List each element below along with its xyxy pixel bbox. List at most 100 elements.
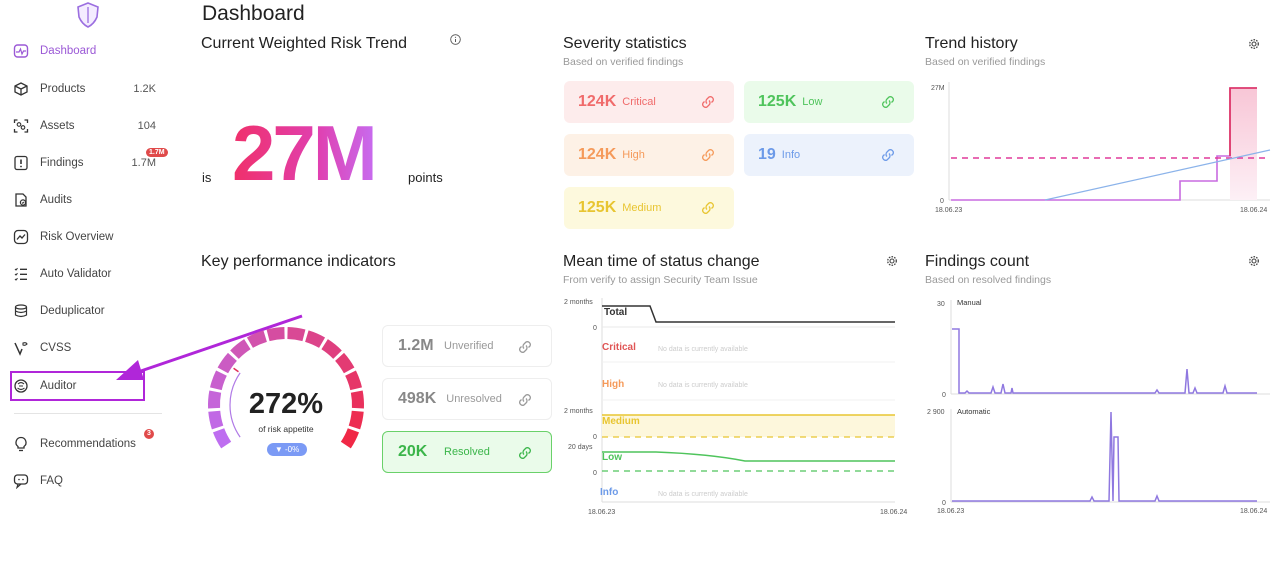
sidebar-item-audits[interactable]: Audits (12, 187, 162, 213)
mean-time-gear-icon[interactable] (886, 255, 898, 267)
findings-count-title: Findings count (925, 253, 1030, 270)
sidebar-item-label: Assets (40, 120, 75, 132)
sidebar-item-assets[interactable]: Assets 104 (12, 113, 162, 139)
sidebar-item-label: Dashboard (40, 45, 97, 57)
sidebar-item-cvss[interactable]: CVSS (12, 335, 162, 361)
svg-text:18.06.23: 18.06.23 (588, 509, 615, 516)
svg-text:2 months: 2 months (564, 299, 593, 306)
findings-count-chart: 30 0 Manual 2 900 0 Automatic 18.06.23 1… (927, 298, 1270, 515)
link-icon[interactable] (880, 147, 896, 163)
recommendations-badge: 3 (144, 429, 154, 439)
mean-time-chart: 2 months 0 Total Critical No data is cur… (564, 298, 907, 516)
sidebar-item-label: Recommendations (40, 438, 136, 450)
kpi-unverified-card[interactable]: 1.2M Unverified (382, 325, 552, 367)
severity-tile-critical[interactable]: 124K Critical (564, 81, 734, 123)
svg-text:20 days: 20 days (568, 444, 593, 451)
kpi-unresolved-card[interactable]: 498K Unresolved (382, 378, 552, 420)
sidebar-item-count: 104 (137, 120, 156, 132)
sidebar-item-auto-validator[interactable]: Auto Validator (12, 261, 162, 287)
page-title: Dashboard (202, 2, 305, 25)
kpi-title: Key performance indicators (201, 253, 396, 270)
risk-value: 27M (232, 109, 378, 197)
svg-text:30: 30 (937, 301, 945, 308)
findings-count-subtitle: Based on resolved findings (925, 274, 1052, 286)
gauge-segment (217, 352, 237, 374)
sidebar-item-label: Findings (40, 157, 84, 169)
severity-tile-medium[interactable]: 125K Medium (564, 187, 734, 229)
link-icon[interactable] (517, 339, 533, 355)
gauge-appetite-marker (233, 367, 239, 373)
trend-chart: 27M 0 18.06.23 18.06.24 (931, 82, 1271, 214)
risk-prefix: is (202, 170, 212, 185)
link-icon[interactable] (700, 147, 716, 163)
info-icon[interactable] (450, 34, 461, 45)
link-icon[interactable] (517, 445, 533, 461)
severity-label: High (622, 149, 645, 161)
sidebar-item-findings[interactable]: Findings 1.7M (12, 150, 162, 176)
auto-validator-icon (12, 265, 30, 283)
kpi-label: Unverified (444, 340, 494, 352)
sidebar-item-risk-overview[interactable]: Risk Overview (12, 224, 162, 250)
findings-badge: 1.7M (146, 148, 168, 157)
trend-gear-icon[interactable] (1248, 38, 1260, 50)
kpi-value: 20K (398, 443, 428, 460)
auditor-highlight-box (10, 371, 145, 401)
severity-tile-high[interactable]: 124K High (564, 134, 734, 176)
sidebar-item-auditor[interactable]: Auditor (12, 373, 162, 399)
gauge-segment (348, 410, 364, 430)
gauge-caption: of risk appetite (258, 424, 314, 434)
manual-label: Manual (957, 298, 982, 307)
sidebar-item-deduplicator[interactable]: Deduplicator (12, 298, 162, 324)
svg-text:0: 0 (593, 434, 597, 441)
sidebar-item-recommendations[interactable]: Recommendations (12, 431, 162, 457)
mean-time-title: Mean time of status change (563, 253, 760, 270)
gauge-value: 272% (248, 388, 324, 420)
kpi-resolved-card[interactable]: 20K Resolved (382, 431, 552, 473)
gauge-segment (208, 410, 224, 430)
findings-gear-icon[interactable] (1248, 255, 1260, 267)
severity-label: Critical (622, 96, 656, 108)
lightbulb-icon (12, 435, 30, 453)
kpi-gauge (208, 327, 364, 449)
annotation-arrow (116, 314, 303, 380)
faq-icon (12, 472, 30, 490)
gauge-segment (340, 428, 360, 449)
products-icon (12, 80, 30, 98)
severity-tile-info[interactable]: 19 Info (744, 134, 914, 176)
svg-text:0: 0 (942, 392, 946, 399)
gauge-segment (305, 330, 326, 348)
severity-tile-low[interactable]: 125K Low (744, 81, 914, 123)
kpi-label: Resolved (444, 446, 490, 458)
svg-text:0: 0 (942, 500, 946, 507)
sidebar-item-faq[interactable]: FAQ (12, 468, 162, 494)
row-label-low: Low (602, 452, 622, 463)
gauge-inner-arc (229, 372, 241, 438)
link-icon[interactable] (700, 200, 716, 216)
automatic-label: Automatic (957, 407, 991, 416)
gauge-segment (230, 339, 251, 359)
svg-text:18.06.24: 18.06.24 (1240, 508, 1267, 515)
mean-time-subtitle: From verify to assign Security Team Issu… (563, 274, 758, 286)
sidebar-item-products[interactable]: Products 1.2K (12, 76, 162, 102)
gauge-segment (335, 352, 355, 374)
severity-value: 124K (578, 146, 617, 163)
gauge-segment (210, 370, 227, 391)
link-icon[interactable] (880, 94, 896, 110)
shield-logo-icon[interactable] (76, 2, 100, 28)
svg-text:18.06.24: 18.06.24 (880, 509, 907, 516)
findings-icon (12, 154, 30, 172)
severity-label: Low (802, 96, 823, 108)
severity-value: 124K (578, 93, 617, 110)
severity-label: Info (781, 149, 801, 161)
trend-title: Trend history (925, 35, 1018, 52)
link-icon[interactable] (700, 94, 716, 110)
severity-value: 19 (758, 146, 776, 163)
deduplicator-icon (12, 302, 30, 320)
gauge-segment (212, 428, 232, 449)
sidebar-item-label: CVSS (40, 342, 72, 354)
svg-text:No data is currently available: No data is currently available (658, 491, 748, 498)
link-icon[interactable] (517, 392, 533, 408)
kpi-value: 498K (398, 390, 437, 407)
svg-text:No data is currently available: No data is currently available (658, 382, 748, 389)
sidebar-item-dashboard[interactable]: Dashboard (12, 38, 162, 64)
